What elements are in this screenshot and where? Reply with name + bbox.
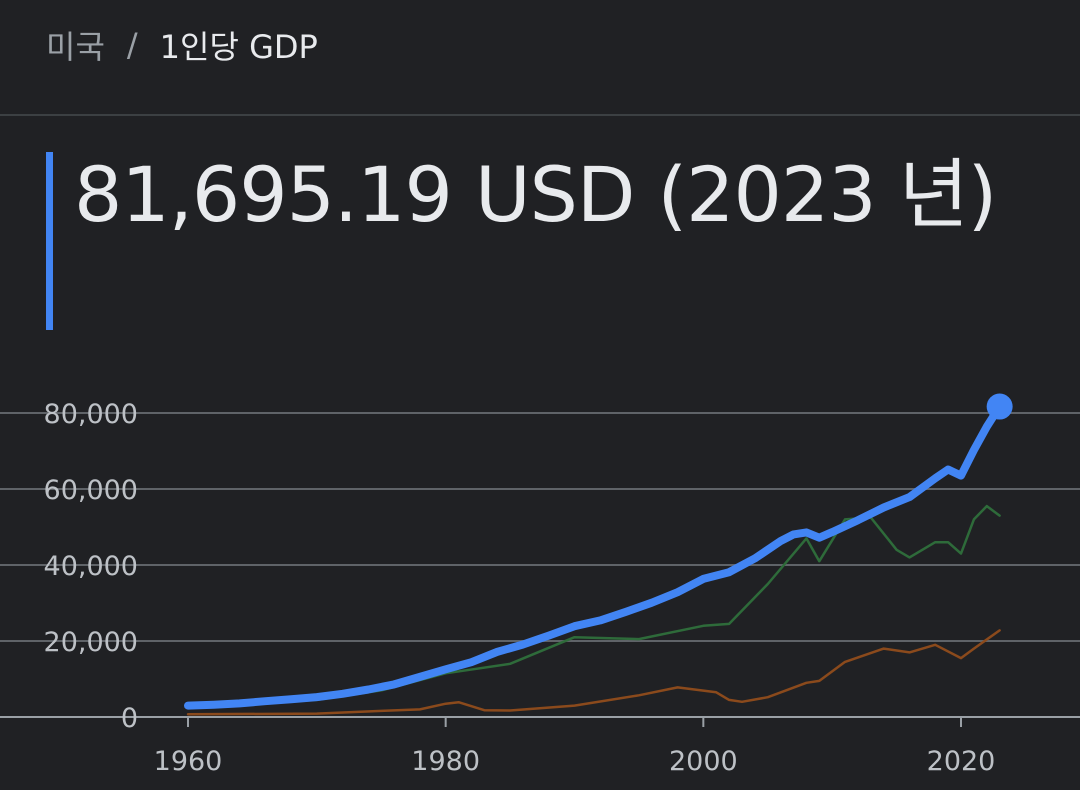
- x-tick-label-1980: 1980: [411, 746, 480, 777]
- gdp-line-chart[interactable]: 0 20,000 40,000 60,000 80,000 1960 1980 2000 202…: [0, 380, 1080, 790]
- breadcrumb-separator: /: [126, 26, 138, 64]
- headline-accent-bar: [46, 152, 53, 330]
- x-tick-label-2000: 2000: [669, 746, 738, 777]
- breadcrumb: 미국 / 1인당 GDP: [46, 22, 318, 68]
- series-line-2: [184, 402, 1004, 710]
- breadcrumb-country-link[interactable]: 미국: [46, 28, 105, 66]
- y-tick-label-80000: 80,000: [44, 399, 138, 430]
- headline-value: 81,695.19 USD (2023 년): [74, 150, 997, 239]
- series-line-1: [186, 629, 1001, 716]
- header-divider: [0, 114, 1080, 116]
- series-line-0: [186, 504, 1001, 707]
- x-tick-label-1960: 1960: [154, 746, 223, 777]
- breadcrumb-metric: 1인당 GDP: [159, 28, 318, 66]
- latest-value-marker: [986, 393, 1013, 420]
- y-tick-label-40000: 40,000: [44, 551, 138, 582]
- x-tick-label-2020: 2020: [927, 746, 996, 777]
- y-tick-label-60000: 60,000: [44, 475, 138, 506]
- y-tick-label-0: 0: [121, 703, 138, 734]
- y-tick-label-20000: 20,000: [44, 627, 138, 658]
